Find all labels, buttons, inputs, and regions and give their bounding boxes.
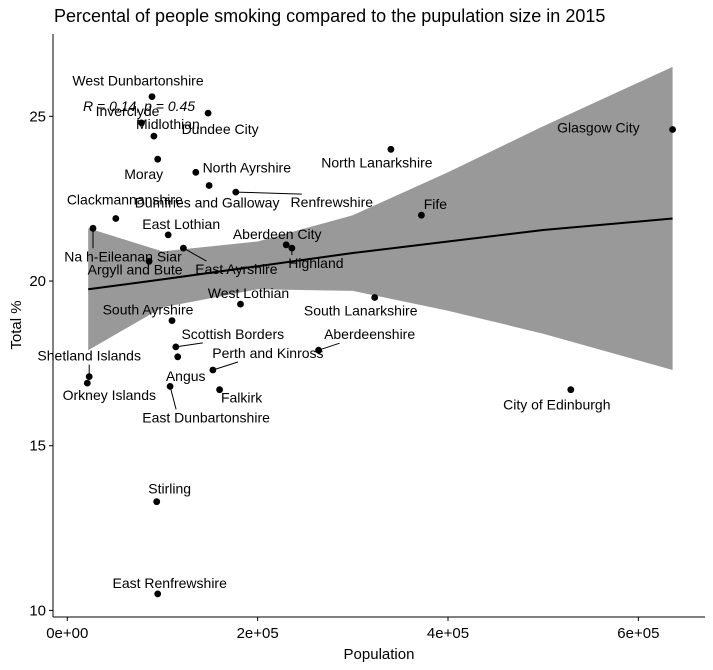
point-label: Falkirk bbox=[221, 390, 263, 406]
point-label: Argyll and Bute bbox=[88, 261, 183, 277]
x-tick-label: 6e+05 bbox=[617, 625, 659, 642]
point-label: Moray bbox=[124, 166, 163, 182]
point-label: West Dunbartonshire bbox=[72, 73, 203, 89]
data-point bbox=[172, 344, 179, 351]
x-tick-label: 2e+05 bbox=[237, 625, 279, 642]
data-point bbox=[237, 301, 244, 308]
data-point bbox=[165, 232, 172, 239]
point-label: Angus bbox=[166, 368, 206, 384]
point-label: East Ayrshire bbox=[195, 261, 277, 277]
point-label: East Dunbartonshire bbox=[142, 409, 270, 425]
data-point bbox=[153, 498, 160, 505]
data-point bbox=[371, 294, 378, 301]
x-axis-title: Population bbox=[344, 646, 415, 663]
y-tick-label: 15 bbox=[29, 438, 46, 455]
point-label: East Renfrewshire bbox=[113, 575, 228, 591]
y-tick-label: 20 bbox=[29, 273, 46, 290]
label-leader-line bbox=[170, 386, 176, 409]
point-label: Midlothian bbox=[136, 116, 200, 132]
data-point bbox=[154, 156, 161, 163]
point-label: East Lothian bbox=[142, 216, 220, 232]
point-label: Shetland Islands bbox=[37, 348, 141, 364]
correlation-stat-label: R = 0.14, p = 0.45 bbox=[83, 98, 195, 114]
data-point bbox=[283, 241, 290, 248]
point-label: Stirling bbox=[148, 481, 191, 497]
data-point bbox=[205, 110, 212, 117]
data-point bbox=[84, 380, 91, 387]
point-label: Aberdeenshire bbox=[324, 326, 415, 342]
point-label: South Ayrshire bbox=[103, 302, 194, 318]
data-point bbox=[669, 126, 676, 133]
point-label: Aberdeen City bbox=[233, 226, 322, 242]
point-label: North Lanarkshire bbox=[321, 154, 432, 170]
scatter-chart: 0e+00 2e+05 4e+05 6e+05 10 15 20 25 West Dunbar… bbox=[0, 0, 713, 670]
data-point bbox=[206, 182, 213, 189]
data-point bbox=[388, 146, 395, 153]
data-point bbox=[154, 591, 161, 598]
point-label: City of Edinburgh bbox=[503, 397, 610, 413]
x-tick-label: 4e+05 bbox=[427, 625, 469, 642]
x-tick-label: 0e+00 bbox=[46, 625, 88, 642]
point-label: Orkney Islands bbox=[63, 387, 156, 403]
point-label: Perth and Kinross bbox=[212, 345, 323, 361]
data-point bbox=[418, 212, 425, 219]
y-tick-label: 10 bbox=[29, 602, 46, 619]
label-leader-line bbox=[213, 362, 238, 370]
data-point bbox=[151, 133, 158, 140]
point-label: West Lothian bbox=[208, 285, 289, 301]
data-point bbox=[112, 215, 119, 222]
data-point bbox=[90, 225, 97, 232]
point-label: South Lanarkshire bbox=[304, 303, 418, 319]
data-point bbox=[86, 373, 93, 380]
point-label: Clackmannanshire bbox=[67, 192, 183, 208]
point-label: Scottish Borders bbox=[181, 326, 284, 342]
data-point bbox=[169, 317, 176, 324]
point-label: Highland bbox=[288, 255, 343, 271]
point-label: Fife bbox=[424, 196, 448, 212]
data-point bbox=[567, 386, 574, 393]
point-label: North Ayrshire bbox=[203, 159, 292, 175]
data-point bbox=[192, 169, 199, 176]
data-point bbox=[174, 353, 181, 360]
y-axis-title: Total % bbox=[8, 300, 25, 349]
label-leader-line bbox=[176, 343, 203, 347]
data-point bbox=[289, 245, 296, 252]
data-point bbox=[167, 383, 174, 390]
y-tick-label: 25 bbox=[29, 108, 46, 125]
point-label: Renfrewshire bbox=[291, 194, 374, 210]
point-label: Glasgow City bbox=[557, 120, 639, 136]
data-point bbox=[210, 367, 217, 374]
